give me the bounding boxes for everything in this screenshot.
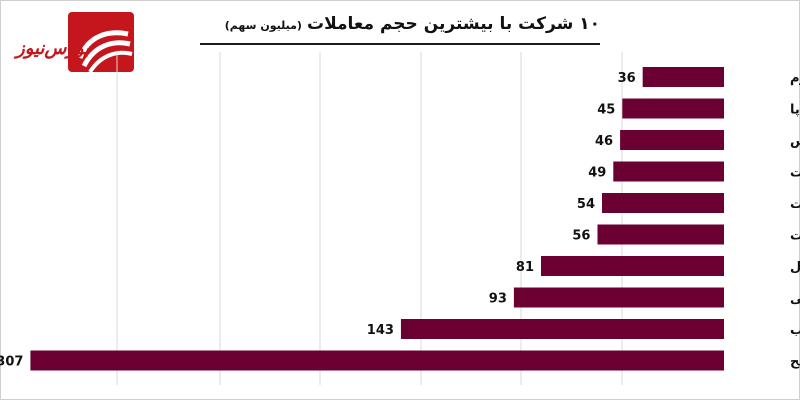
category-label: وسکابح	[790, 355, 800, 370]
bar-5	[602, 193, 724, 213]
bar-7	[541, 256, 724, 276]
value-label: 307	[0, 355, 23, 370]
bar-9	[400, 319, 724, 339]
category-label: فنفت	[790, 166, 800, 181]
chart-title-block: ۱۰ شرکت با بیشترین حجم معاملات (میلیون س…	[225, 14, 600, 34]
bar-6	[597, 224, 724, 245]
bar-10	[30, 350, 725, 371]
category-label: وخارزم	[790, 71, 800, 86]
category-label: وتجارت	[790, 229, 800, 244]
value-label: 143	[367, 323, 394, 338]
category-label: پترول	[790, 260, 800, 275]
bar-4	[613, 161, 724, 182]
bar-2	[622, 98, 724, 119]
bar-8	[513, 287, 724, 308]
value-label: 45	[597, 103, 615, 118]
value-label: 54	[577, 197, 595, 212]
logo-emblem-icon	[68, 12, 134, 74]
value-label: 36	[618, 71, 636, 86]
value-label: 49	[588, 166, 606, 181]
bourse-news-logo: بورس‌نیوز	[8, 8, 143, 78]
category-label: شپلی	[790, 292, 800, 307]
value-label: 93	[489, 292, 507, 307]
title-underline	[200, 43, 600, 45]
chart-subtitle: (میلیون سهم)	[224, 19, 302, 32]
category-label: ذوب	[790, 323, 800, 338]
value-label: 46	[595, 134, 613, 149]
logo-text: بورس‌نیوز	[16, 38, 90, 59]
chart-title: ۱۰ شرکت با بیشترین حجم معاملات	[307, 14, 600, 34]
bar-1	[642, 67, 724, 87]
category-label: خپارس	[790, 134, 800, 149]
category-label: خساپا	[790, 103, 800, 118]
bar-3	[620, 130, 724, 150]
value-label: 56	[572, 229, 590, 244]
value-label: 81	[516, 260, 534, 275]
category-label: وبملت	[790, 197, 800, 212]
